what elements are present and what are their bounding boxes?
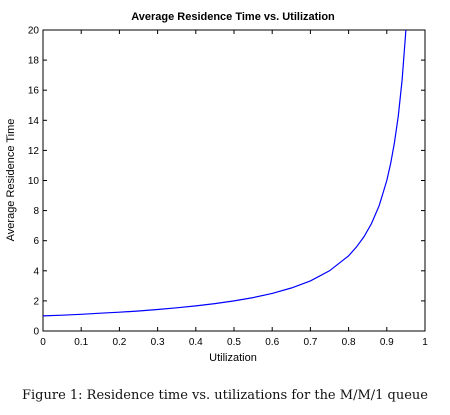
y-tick-label: 0 (33, 327, 39, 338)
y-tick-label: 10 (28, 176, 40, 187)
x-axis-label: Utilization (209, 352, 257, 364)
x-tick-label: 0.7 (303, 337, 317, 348)
y-tick-label: 2 (33, 296, 39, 307)
axes-box (42, 29, 426, 332)
y-tick-label: 6 (33, 236, 39, 247)
y-tick-label: 8 (33, 206, 39, 217)
x-tick-label: 1 (422, 337, 428, 348)
y-axis-label: Average Residence Time (5, 119, 17, 242)
x-tick-label: 0.1 (74, 337, 88, 348)
y-tick-label: 14 (28, 116, 40, 127)
y-tick-label: 16 (28, 86, 40, 97)
series-line (42, 29, 407, 317)
x-tick-label: 0.5 (227, 337, 241, 348)
x-tick-label: 0.3 (151, 337, 165, 348)
x-tick-label: 0.8 (342, 337, 356, 348)
y-tick-label: 18 (28, 56, 40, 67)
y-tick-label: 4 (33, 266, 39, 277)
y-tick-label: 20 (28, 26, 40, 37)
x-tick-label: 0.4 (189, 337, 203, 348)
y-tick-label: 12 (28, 146, 40, 157)
x-tick-label: 0.2 (112, 337, 126, 348)
plot-area: 0 0.1 0.2 0.3 0.4 0.5 0.6 0.7 0.8 0.9 102468101214… (28, 26, 428, 349)
x-tick-label: 0 (40, 337, 46, 348)
x-tick-label: 0.6 (265, 337, 279, 348)
x-tick-label: 0.9 (380, 337, 394, 348)
chart-title: Average Residence Time vs. Utilization (131, 11, 335, 23)
chart: Average Residence Time vs. Utilization 0… (5, 11, 428, 364)
figure-caption: Figure 1: Residence time vs. utilization… (21, 388, 428, 403)
